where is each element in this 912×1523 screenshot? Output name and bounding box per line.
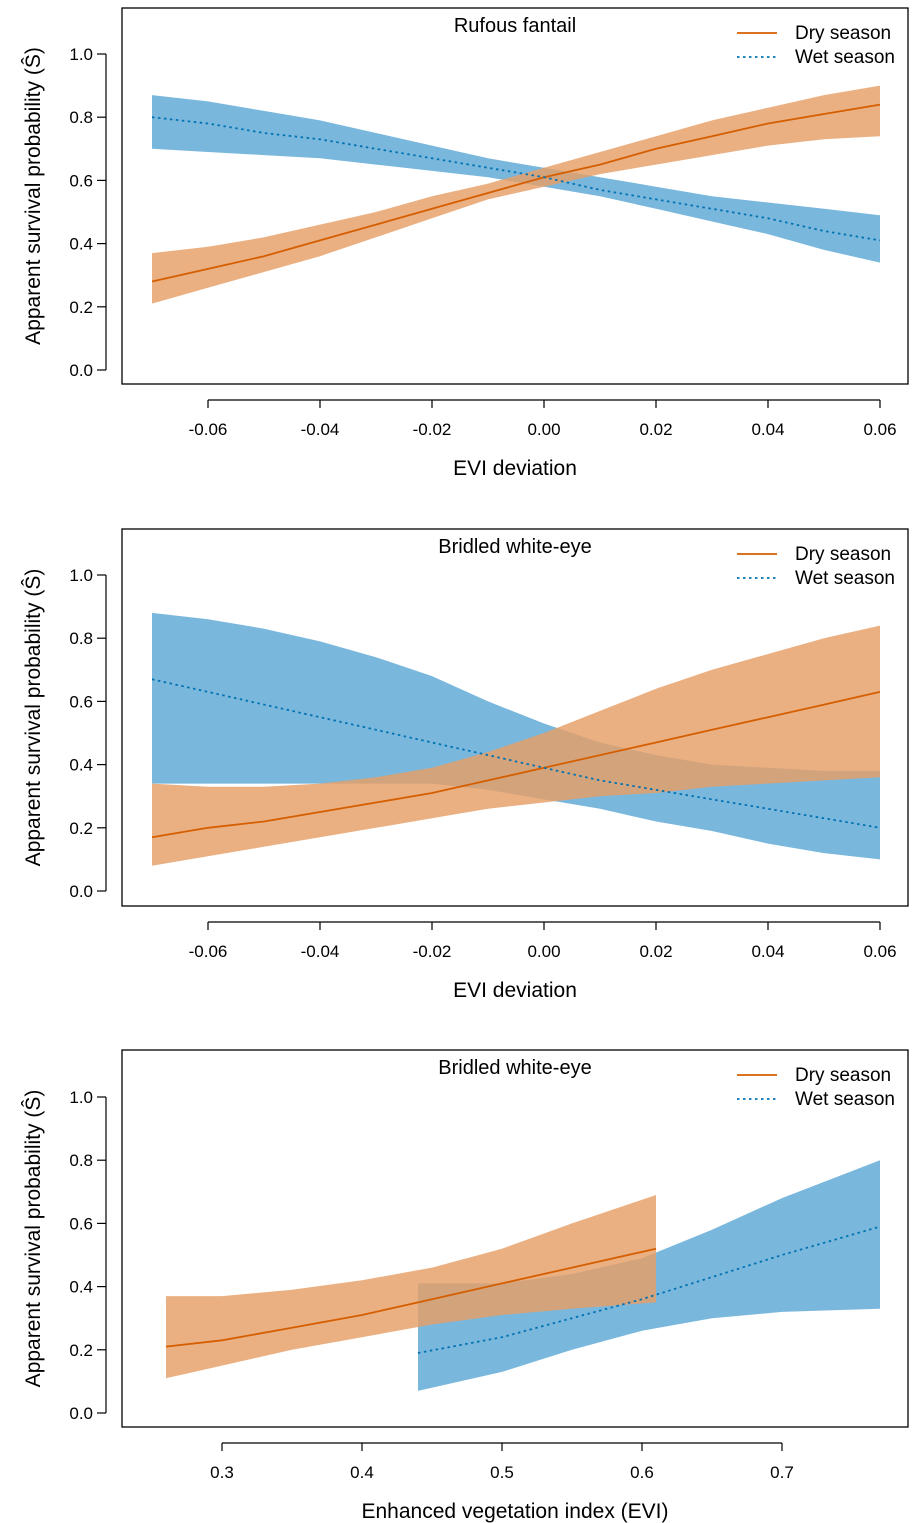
dry-season-confidence-band bbox=[152, 625, 880, 866]
y-tick-label: 0.6 bbox=[69, 692, 93, 711]
y-tick-label: 0.2 bbox=[69, 298, 93, 317]
y-tick-label: 0.8 bbox=[69, 108, 93, 127]
wet-season-line bbox=[151, 678, 881, 829]
y-axis-title: Apparent survival probability (Ŝ) bbox=[22, 47, 45, 345]
y-tick-label: 1.0 bbox=[69, 566, 93, 585]
x-tick-label: 0.00 bbox=[527, 420, 560, 439]
y-tick-label: 0.2 bbox=[69, 819, 93, 838]
x-tick-label: 0.7 bbox=[770, 1463, 794, 1482]
chart-panel-3: 0.0 0.2 0.4 0.6 0.8 1.0 0.3 0.4 0.5 0.6 0.7 Enhance… bbox=[22, 1049, 909, 1523]
dry-season-line bbox=[165, 1247, 657, 1348]
wet-season-legend-label: Wet season bbox=[795, 1089, 895, 1110]
y-tick-label: 0.8 bbox=[69, 629, 93, 648]
x-tick-label: -0.02 bbox=[413, 942, 452, 961]
chart-title: Rufous fantail bbox=[454, 15, 576, 37]
wet-season-line bbox=[417, 1225, 881, 1354]
chart-panel-2: 0.0 0.2 0.4 0.6 0.8 1.0 -0.06 -0.04 -0.02 0.00 0.0… bbox=[22, 528, 909, 1002]
x-axis-title: Enhanced vegetation index (EVI) bbox=[361, 1500, 668, 1523]
y-tick-label: 0.6 bbox=[69, 1214, 93, 1233]
x-tick-label: 0.6 bbox=[630, 1463, 654, 1482]
y-tick-label: 0.0 bbox=[69, 882, 93, 901]
legend: Dry season Wet season bbox=[737, 1065, 895, 1110]
x-tick-label: 0.4 bbox=[350, 1463, 374, 1482]
x-tick-label: 0.02 bbox=[639, 942, 672, 961]
y-tick-label: 0.8 bbox=[69, 1151, 93, 1170]
wet-season-line bbox=[151, 116, 881, 242]
dry-season-line bbox=[151, 103, 881, 283]
wet-season-legend-label: Wet season bbox=[795, 47, 895, 68]
x-tick-label: 0.00 bbox=[527, 942, 560, 961]
x-tick-label: -0.04 bbox=[301, 942, 340, 961]
x-tick-label: 0.06 bbox=[863, 942, 896, 961]
y-tick-label: 0.4 bbox=[69, 235, 93, 254]
plot-frame bbox=[121, 528, 909, 907]
y-tick-label: 0.4 bbox=[69, 1278, 93, 1297]
x-tick-label: 0.5 bbox=[490, 1463, 514, 1482]
x-tick-label: 0.06 bbox=[863, 420, 896, 439]
dry-season-legend-label: Dry season bbox=[795, 544, 891, 565]
x-tick-label: 0.04 bbox=[751, 942, 784, 961]
y-tick-label: 0.2 bbox=[69, 1341, 93, 1360]
chart-title: Bridled white-eye bbox=[438, 536, 591, 558]
chart-title: Bridled white-eye bbox=[438, 1057, 591, 1079]
y-axis-title: Apparent survival probability (Ŝ) bbox=[22, 1090, 45, 1388]
legend: Dry season Wet season bbox=[737, 23, 895, 68]
x-tick-label: 0.02 bbox=[639, 420, 672, 439]
x-tick-label: -0.06 bbox=[189, 420, 228, 439]
wet-season-legend-label: Wet season bbox=[795, 568, 895, 589]
x-tick-label: -0.02 bbox=[413, 420, 452, 439]
dry-season-legend-label: Dry season bbox=[795, 23, 891, 44]
x-tick-label: 0.3 bbox=[210, 1463, 234, 1482]
dry-season-line bbox=[151, 691, 881, 839]
y-tick-label: 1.0 bbox=[69, 1088, 93, 1107]
y-tick-label: 0.0 bbox=[69, 361, 93, 380]
x-tick-label: -0.06 bbox=[189, 942, 228, 961]
legend: Dry season Wet season bbox=[737, 544, 895, 589]
plot-frame bbox=[121, 7, 909, 385]
y-tick-label: 0.4 bbox=[69, 756, 93, 775]
x-tick-label: -0.04 bbox=[301, 420, 340, 439]
y-tick-label: 1.0 bbox=[69, 45, 93, 64]
plot-frame bbox=[121, 1049, 909, 1428]
chart-panel-1: 0.0 0.2 0.4 0.6 0.8 1.0 -0.06 -0.04 -0.02 0.00 0.0… bbox=[22, 7, 909, 480]
x-tick-label: 0.04 bbox=[751, 420, 784, 439]
y-tick-label: 0.0 bbox=[69, 1404, 93, 1423]
y-tick-label: 0.6 bbox=[69, 171, 93, 190]
x-axis-title: EVI deviation bbox=[453, 457, 577, 480]
dry-season-confidence-band bbox=[166, 1195, 656, 1379]
x-axis-title: EVI deviation bbox=[453, 979, 577, 1002]
y-axis-title: Apparent survival probability (Ŝ) bbox=[22, 569, 45, 867]
dry-season-legend-label: Dry season bbox=[795, 1065, 891, 1086]
